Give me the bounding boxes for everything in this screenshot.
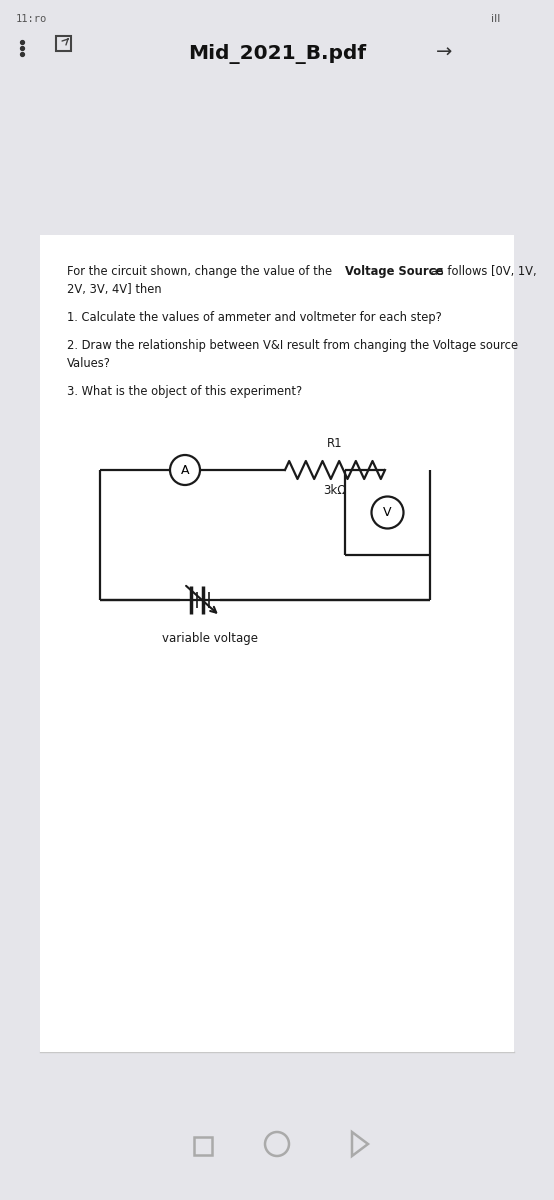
Text: 11:ro: 11:ro <box>16 14 47 24</box>
Text: Mid_2021_B.pdf: Mid_2021_B.pdf <box>188 44 366 64</box>
Text: Values?: Values? <box>67 358 111 370</box>
Text: 2. Draw the relationship between V&I result from changing the Voltage source: 2. Draw the relationship between V&I res… <box>67 338 518 352</box>
Bar <box>194 1138 212 1154</box>
Text: as follows [0V, 1V,: as follows [0V, 1V, <box>427 265 537 278</box>
Text: 1. Calculate the values of ammeter and voltmeter for each step?: 1. Calculate the values of ammeter and v… <box>67 311 442 324</box>
Text: ill: ill <box>491 14 500 24</box>
Text: 3. What is the object of this experiment?: 3. What is the object of this experiment… <box>67 385 302 398</box>
Circle shape <box>170 455 200 485</box>
Circle shape <box>372 497 403 528</box>
Text: Voltage Source: Voltage Source <box>345 265 443 278</box>
Text: A: A <box>181 463 189 476</box>
Bar <box>56 36 71 50</box>
Text: For the circuit shown, change the value of the: For the circuit shown, change the value … <box>67 265 336 278</box>
Text: R1: R1 <box>327 437 343 450</box>
Text: 2V, 3V, 4V] then: 2V, 3V, 4V] then <box>67 283 162 296</box>
Text: →: → <box>436 43 453 62</box>
Bar <box>40 235 514 1052</box>
Text: variable voltage: variable voltage <box>162 632 258 646</box>
Text: 3kΩ: 3kΩ <box>324 484 347 497</box>
Text: V: V <box>383 506 392 518</box>
